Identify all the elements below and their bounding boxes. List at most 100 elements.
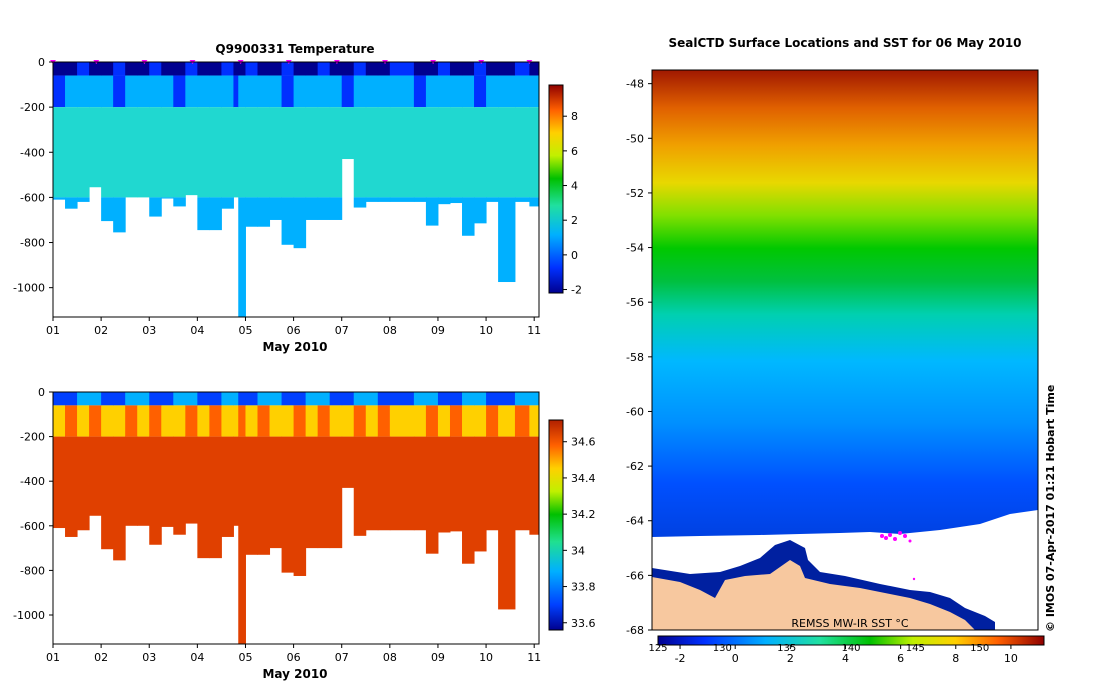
field-cell xyxy=(437,436,451,533)
field-cell xyxy=(233,436,239,526)
y-tick-label: -1000 xyxy=(13,609,45,622)
field-cell xyxy=(89,75,102,108)
seal-location xyxy=(880,534,884,538)
field-cell xyxy=(185,405,198,437)
x-tick-label: 07 xyxy=(335,651,349,664)
field-cell xyxy=(149,75,162,108)
field-cell xyxy=(101,405,114,437)
field-cell xyxy=(197,405,210,437)
field-cell xyxy=(486,197,499,202)
field-cell xyxy=(329,197,343,220)
field-cell xyxy=(413,197,427,202)
field-cell xyxy=(317,197,331,220)
sst-map: SealCTD Surface Locations and SST for 06… xyxy=(626,36,1057,665)
field-cell xyxy=(486,436,499,531)
colorbar-tick-label: 10 xyxy=(1004,652,1018,665)
field-cell xyxy=(89,436,102,516)
field-cell xyxy=(353,392,367,406)
field-cell xyxy=(341,405,355,437)
field-cell xyxy=(353,436,367,536)
field-cell xyxy=(149,62,162,76)
field-cell xyxy=(462,197,475,236)
field-cell xyxy=(137,62,150,76)
field-cell xyxy=(238,107,246,198)
field-cell xyxy=(161,197,174,199)
salinity-chart: 0-200-400-600-800-1000 01 02 03 04 05 06 07 08 0… xyxy=(13,386,595,681)
y-tick-label: -1000 xyxy=(13,282,45,295)
field-cell xyxy=(53,436,66,529)
field-cell xyxy=(269,62,283,76)
y-tick-label: -400 xyxy=(20,475,45,488)
field-cell xyxy=(498,197,516,283)
field-cell xyxy=(245,75,259,108)
temperature-colorbar-ticks: -2 0 2 4 6 8 xyxy=(563,110,582,297)
map-field xyxy=(652,70,1038,630)
field-cell xyxy=(233,62,239,76)
field-cell xyxy=(462,107,475,198)
field-cell xyxy=(498,107,516,198)
field-cell xyxy=(209,405,222,437)
colorbar-tick-label: 33.6 xyxy=(571,617,596,630)
y-tick-label: 0 xyxy=(38,56,45,69)
colorbar-tick-label: 8 xyxy=(571,110,578,123)
field-cell xyxy=(389,62,415,76)
field-cell xyxy=(437,75,451,108)
field-cell xyxy=(161,436,174,527)
field-cell xyxy=(101,197,114,222)
map-credit: © IMOS 07-Apr-2017 01:21 Hobart Time xyxy=(1044,385,1057,632)
field-cell xyxy=(209,62,222,76)
colorbar-tick-label: 0 xyxy=(732,652,739,665)
field-cell xyxy=(329,107,343,198)
field-cell xyxy=(425,392,439,406)
field-cell xyxy=(449,62,463,76)
field-cell xyxy=(514,75,530,108)
field-cell xyxy=(238,392,246,406)
field-cell xyxy=(77,75,90,108)
field-cell xyxy=(281,392,295,406)
field-cell xyxy=(486,107,499,198)
field-cell xyxy=(101,62,114,76)
field-cell xyxy=(353,107,367,198)
y-tick-label: -800 xyxy=(20,237,45,250)
field-cell xyxy=(137,436,150,526)
x-tick-label: 11 xyxy=(527,651,541,664)
x-tick-label: 08 xyxy=(383,651,397,664)
field-cell xyxy=(293,436,307,576)
field-cell xyxy=(238,62,246,76)
field-cell xyxy=(257,405,271,437)
field-cell xyxy=(514,405,530,437)
field-cell xyxy=(462,405,475,437)
field-cell xyxy=(317,436,331,549)
y-tick-label: -600 xyxy=(20,520,45,533)
field-cell xyxy=(413,392,427,406)
x-tick-label: 130 xyxy=(713,643,732,654)
x-tick-label: 01 xyxy=(46,324,60,337)
field-cell xyxy=(53,392,66,406)
field-cell xyxy=(449,405,463,437)
field-cell xyxy=(89,405,102,437)
field-cell xyxy=(377,405,391,437)
field-cell xyxy=(365,75,379,108)
field-cell xyxy=(245,392,259,406)
field-cell xyxy=(149,405,162,437)
map-colorbar-ticks: -2 0 2 4 6 8 10 xyxy=(675,645,1018,665)
y-tick-label: -56 xyxy=(626,296,644,309)
field-cell xyxy=(498,392,516,406)
field-cell xyxy=(305,405,319,437)
colorbar-tick-label: 4 xyxy=(571,180,578,193)
seal-location xyxy=(908,539,912,543)
field-cell xyxy=(425,107,439,198)
field-cell xyxy=(233,75,239,108)
field-cell xyxy=(269,197,283,220)
seal-location xyxy=(912,577,916,581)
field-cell xyxy=(185,75,198,108)
field-cell xyxy=(269,392,283,406)
field-cell xyxy=(353,405,367,437)
x-tick-label: 05 xyxy=(238,651,252,664)
field-cell xyxy=(113,107,126,198)
salinity-x-label: May 2010 xyxy=(262,667,327,681)
field-cell xyxy=(413,436,427,531)
field-cell xyxy=(161,62,174,76)
seal-location xyxy=(888,533,892,537)
field-cell xyxy=(389,75,415,108)
